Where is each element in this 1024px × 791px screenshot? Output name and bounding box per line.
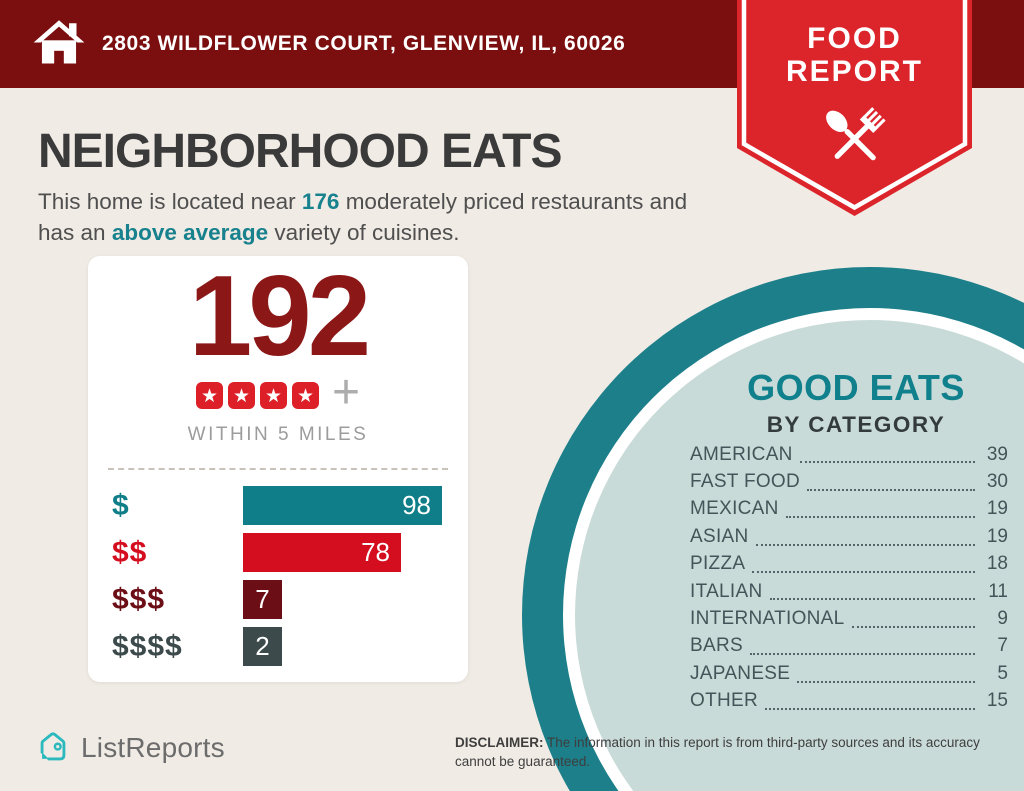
total-restaurants: 192 (188, 253, 371, 380)
price-tier-chart: $ 98 $$ 78 $$$ 7 $$$$ 2 (88, 486, 468, 674)
intro-line2: has an above average variety of cuisines… (38, 220, 460, 245)
category-name: OTHER (690, 690, 758, 712)
property-address: 2803 WILDFLOWER COURT, GLENVIEW, IL, 600… (102, 32, 626, 55)
category-row: JAPANESE 5 (690, 660, 1008, 687)
category-name: PIZZA (690, 553, 746, 575)
price-tier-bar: 7 (243, 580, 282, 619)
price-tier-value: 7 (255, 584, 270, 614)
category-value: 18 (986, 553, 1008, 575)
badge-line2: REPORT (786, 55, 923, 88)
category-row: FAST FOOD 30 (690, 468, 1008, 495)
category-row: PIZZA 18 (690, 551, 1008, 578)
price-tier-label: $$$$ (112, 629, 183, 663)
category-name: JAPANESE (690, 662, 791, 684)
disclaimer: DISCLAIMER: The information in this repo… (455, 735, 980, 769)
price-tier-value: 2 (255, 631, 270, 661)
brand-name: ListReports (81, 732, 225, 763)
category-name: ITALIAN (690, 580, 763, 602)
listreports-logo: ListReports (34, 729, 225, 767)
dotted-leader (807, 488, 975, 491)
price-tier-row: $$ 78 (88, 533, 468, 572)
dotted-leader (785, 516, 975, 519)
price-tier-label: $ (112, 488, 130, 522)
disclaimer-label: DISCLAIMER: (455, 735, 544, 750)
category-name: MEXICAN (690, 498, 779, 520)
price-tier-bar: 78 (243, 533, 401, 572)
category-name: FAST FOOD (690, 471, 801, 493)
star-icon: ★ (291, 382, 319, 409)
badge-line1: FOOD (807, 22, 902, 55)
star-icon: ★ (227, 382, 255, 409)
dashed-divider (108, 468, 448, 470)
category-row: AMERICAN 39 (690, 441, 1008, 468)
category-value: 19 (986, 498, 1008, 520)
price-tier-row: $$$$ 2 (88, 627, 468, 666)
page-title: NEIGHBORHOOD EATS (38, 125, 562, 178)
listreports-house-icon (40, 732, 66, 761)
intro-text: This home is located near 176 moderately… (38, 186, 758, 248)
category-value: 19 (986, 525, 1008, 547)
star-icon: ★ (259, 382, 287, 409)
dotted-leader (765, 707, 975, 710)
price-tier-value: 98 (402, 490, 431, 520)
category-name: AMERICAN (690, 443, 793, 465)
dotted-leader (752, 570, 975, 573)
category-row: MEXICAN 19 (690, 496, 1008, 523)
dotted-leader (755, 543, 975, 546)
radius-label: WITHIN 5 MILES (187, 424, 369, 445)
category-name: BARS (690, 635, 743, 657)
category-row: ITALIAN 11 (690, 578, 1008, 605)
price-tier-label: $$ (112, 535, 148, 569)
category-list: AMERICAN 39 FAST FOOD 30 MEXICAN 19 ASIAN 19… (690, 441, 1008, 715)
star-icon: ★ (195, 382, 223, 409)
category-value: 11 (988, 580, 1008, 602)
dotted-leader (851, 625, 975, 628)
category-value: 15 (986, 690, 1008, 712)
star-rating: ★ ★ ★ ★ + (88, 366, 468, 419)
restaurant-count: 176 (301, 189, 340, 214)
home-icon (33, 20, 85, 64)
intro-line1: This home is located near 176 moderately… (38, 189, 688, 214)
price-tier-label: $$$ (112, 582, 166, 616)
category-value: 30 (986, 471, 1008, 493)
category-row: INTERNATIONAL 9 (690, 605, 1008, 632)
price-tier-value: 78 (361, 537, 390, 567)
dotted-leader (769, 598, 975, 601)
dotted-leader (797, 680, 975, 683)
food-report-badge: FOOD REPORT (737, 0, 972, 216)
restaurant-summary-card: 192 ★ ★ ★ ★ + WITHIN 5 MILES $ 98 $$ 78 $$$ … (88, 253, 468, 682)
good-eats-subtitle: BY CATEGORY (766, 412, 946, 437)
price-tier-row: $$$ 7 (88, 580, 468, 619)
category-row: ASIAN 19 (690, 523, 1008, 550)
dotted-leader (749, 653, 975, 656)
category-value: 5 (997, 662, 1008, 684)
category-name: INTERNATIONAL (690, 608, 845, 630)
category-row: OTHER 15 (690, 688, 1008, 715)
price-tier-bar: 2 (243, 627, 282, 666)
category-value: 7 (997, 635, 1008, 657)
spoon-fork-icon (826, 107, 886, 161)
price-tier-row: $ 98 (88, 486, 468, 525)
plus-icon: + (331, 366, 361, 419)
variety-highlight: above average (111, 220, 269, 245)
category-value: 9 (997, 608, 1008, 630)
category-value: 39 (986, 443, 1008, 465)
category-name: ASIAN (690, 525, 749, 547)
price-tier-bar: 98 (243, 486, 442, 525)
good-eats-title: GOOD EATS (747, 367, 965, 408)
dotted-leader (799, 461, 975, 464)
category-row: BARS 7 (690, 633, 1008, 660)
good-eats-header: GOOD EATS BY CATEGORY (640, 367, 1024, 438)
